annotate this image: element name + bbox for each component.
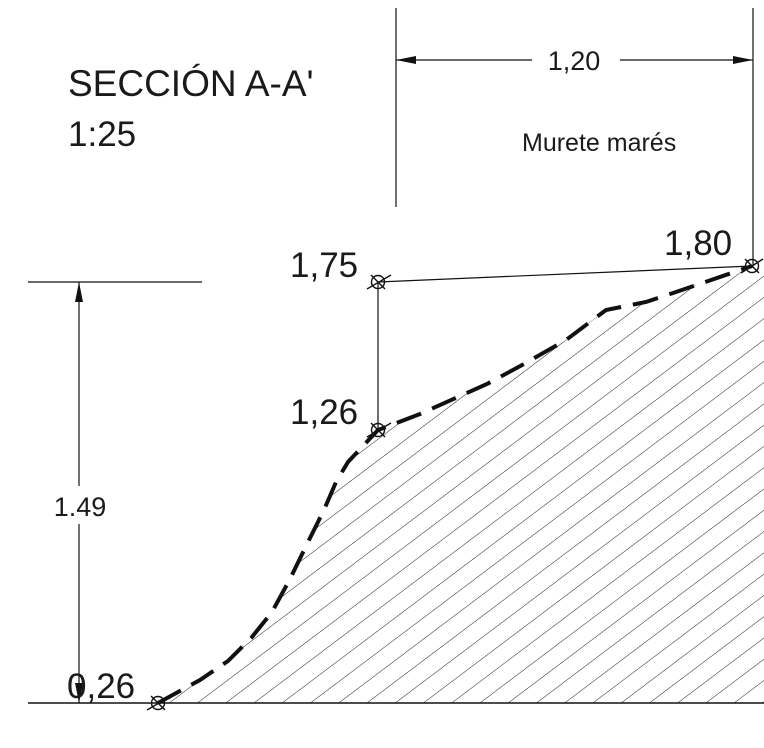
terrain-hatch (158, 266, 764, 703)
dimension-height-text: 1.49 (54, 492, 107, 522)
reference-line-top (378, 266, 752, 282)
elevation-label-1-26: 1,26 (290, 393, 358, 432)
elevation-label-1-80: 1,80 (664, 224, 732, 263)
section-scale: 1:25 (68, 115, 136, 154)
dimension-width-text: 1,20 (548, 46, 601, 76)
wall-label: Murete marés (522, 129, 676, 157)
section-title: SECCIÓN A-A' (68, 63, 314, 104)
elevation-label-0-26: 0,26 (67, 667, 135, 706)
elevation-label-1-75: 1,75 (290, 246, 358, 285)
